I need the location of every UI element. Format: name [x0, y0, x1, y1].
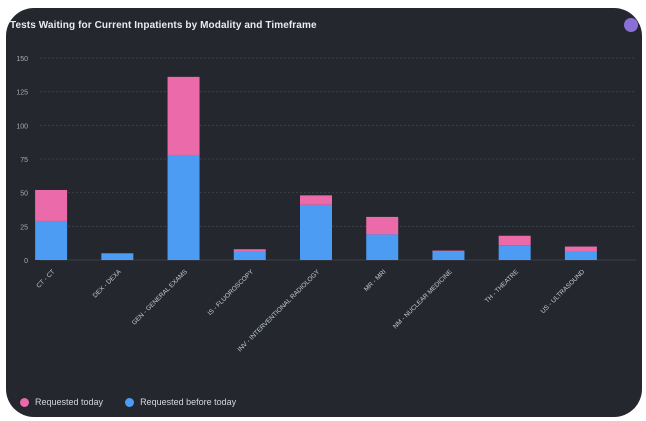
- y-tick-label: 150: [16, 56, 28, 63]
- bar-before-today: [300, 204, 332, 260]
- legend-label-today: Requested today: [35, 397, 104, 407]
- bar-today: [564, 246, 597, 252]
- bar-before-today: [35, 220, 68, 260]
- legend-swatch-today: [20, 397, 29, 407]
- chart-title: Tests Waiting for Current Inpatients by …: [10, 20, 317, 31]
- bar-today: [366, 216, 399, 235]
- bar-before-today: [564, 251, 597, 260]
- y-tick-label: 25: [20, 224, 28, 231]
- y-tick-label: 0: [24, 258, 28, 265]
- y-tick-label: 50: [20, 191, 28, 198]
- x-tick-label: GEN - GENERAL EXAMS: [131, 268, 190, 327]
- bar-before-today: [233, 251, 266, 260]
- bar-before-today: [366, 234, 399, 260]
- x-tick-label: INV - INTERVENTIONAL RADIOLOGY: [237, 268, 322, 353]
- bar-today: [498, 235, 531, 246]
- y-tick-label: 100: [16, 123, 28, 130]
- bar-today: [35, 189, 68, 221]
- bar-before-today: [167, 154, 200, 260]
- bar-today: [167, 76, 200, 155]
- bar-today: [233, 249, 266, 252]
- x-tick-label: DEX - DEXA: [92, 268, 123, 299]
- legend-swatch-before: [125, 397, 135, 407]
- legend-item-before[interactable]: Requested before today: [125, 397, 236, 407]
- bar-before-today: [101, 253, 134, 260]
- x-tick-label: CT - CT: [35, 268, 56, 289]
- bar-today: [300, 195, 332, 205]
- legend-label-before: Requested before today: [140, 397, 237, 407]
- legend: Requested today Requested before today: [20, 397, 236, 407]
- x-tick-label: NM - NUCLEAR MEDICINE: [392, 268, 454, 330]
- bar-chart: 0 25 50 75 100 125 150 CT - CT DEX - DEXA GEN - G…: [16, 56, 636, 353]
- bar-before-today: [498, 245, 531, 260]
- x-tick-label: US - ULTRASOUND: [540, 268, 587, 315]
- x-tick-label: MR - MRI: [363, 268, 388, 293]
- bar-before-today: [432, 251, 465, 260]
- chart-card: Tests Waiting for Current Inpatients by …: [6, 8, 642, 417]
- y-tick-label: 125: [16, 90, 28, 97]
- y-tick-label: 75: [20, 157, 28, 164]
- legend-item-today[interactable]: Requested today: [20, 397, 103, 407]
- menu-circle-icon[interactable]: [624, 18, 638, 32]
- bar-today: [432, 250, 465, 252]
- x-tick-label: IS - FLUOROSCOPY: [207, 268, 256, 317]
- x-tick-label: TH - THEATRE: [484, 268, 521, 305]
